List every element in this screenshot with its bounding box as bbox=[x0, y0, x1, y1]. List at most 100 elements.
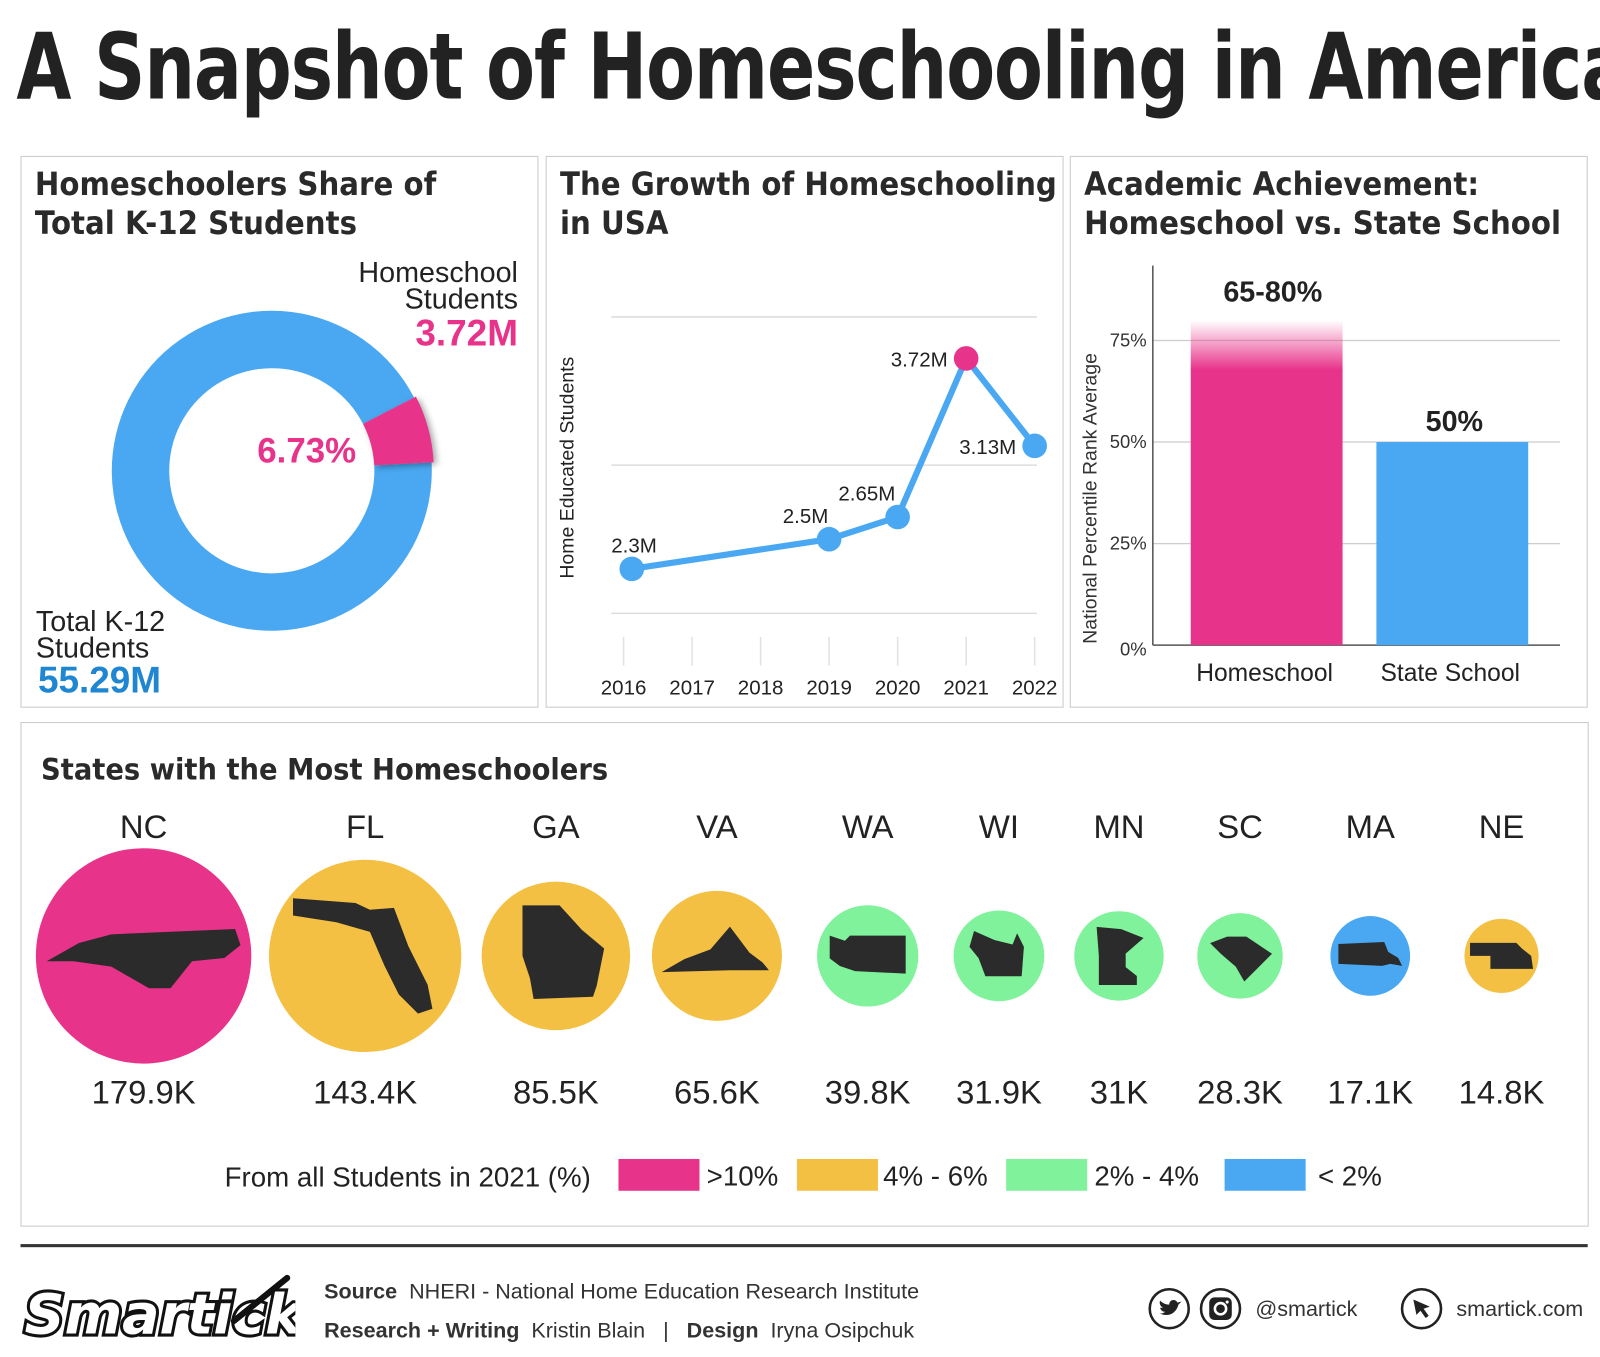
data-point bbox=[619, 556, 645, 582]
bar-homeschool bbox=[1190, 368, 1343, 646]
x-tick-label: 2018 bbox=[738, 676, 784, 699]
state-shape-fl bbox=[293, 898, 433, 1014]
title-line: Academic Achievement: bbox=[1084, 166, 1480, 204]
x-tick-label: 2022 bbox=[1012, 676, 1058, 699]
state-value: 179.9K bbox=[92, 1074, 196, 1111]
state-value: 14.8K bbox=[1459, 1074, 1545, 1111]
legend-title: From all Students in 2021 (%) bbox=[225, 1162, 591, 1193]
homeschool-label: Students bbox=[405, 284, 518, 316]
y-tick-label: 50% bbox=[1110, 431, 1147, 452]
state-value: 28.3K bbox=[1197, 1074, 1283, 1111]
data-label: 2.3M bbox=[611, 534, 657, 557]
research-author: Kristin Blain bbox=[531, 1318, 646, 1343]
source-line: Source NHERI - National Home Education R… bbox=[324, 1280, 919, 1305]
share-panel: Homeschoolers Share of Total K-12 Student… bbox=[20, 155, 539, 708]
twitter-icon[interactable] bbox=[1148, 1287, 1190, 1330]
homeschool-label: Homeschool bbox=[358, 257, 518, 289]
state-code: WI bbox=[979, 808, 1019, 845]
state-bubble-sc: SC 28.3K bbox=[1197, 808, 1283, 1111]
state-shape-nc bbox=[46, 928, 241, 989]
title-line: in USA bbox=[559, 205, 669, 243]
donut-slice-homeschool bbox=[362, 396, 434, 466]
x-tick-label: 2021 bbox=[943, 676, 989, 699]
state-bubble-ma: MA 17.1K bbox=[1327, 808, 1413, 1111]
bar-value-label: 65-80% bbox=[1223, 277, 1322, 309]
state-value: 143.4K bbox=[313, 1074, 417, 1111]
donut-slice-total bbox=[111, 310, 432, 631]
state-shape-wa bbox=[829, 935, 906, 974]
data-point bbox=[1022, 433, 1047, 459]
state-shape-ga bbox=[522, 905, 605, 999]
total-value: 55.29M bbox=[38, 659, 161, 700]
state-shape-va bbox=[661, 926, 769, 973]
homeschool-value: 3.72M bbox=[415, 313, 518, 354]
state-value: 39.8K bbox=[825, 1074, 911, 1111]
state-code: MN bbox=[1093, 808, 1144, 845]
legend-swatch-green bbox=[1006, 1158, 1088, 1191]
title-line: Total K-12 Students bbox=[34, 205, 358, 243]
y-axis-label: Home Educated Students bbox=[556, 356, 578, 578]
y-tick-label: 0% bbox=[1120, 638, 1147, 659]
title-line: The Growth of Homeschooling bbox=[559, 166, 1057, 204]
state-shape-ma bbox=[1338, 941, 1403, 966]
states-bubble-chart: NC 179.9K FL 143.4K GA 85.5K VA 65.6K WA 39.8K WI 3… bbox=[35, 808, 1545, 1193]
state-code: NC bbox=[120, 808, 167, 845]
state-bubble-wi: WI 31.9K bbox=[953, 808, 1045, 1111]
state-bubble-nc: NC 179.9K bbox=[35, 808, 252, 1111]
title-line: Homeschool vs. State School bbox=[1084, 205, 1561, 243]
bar-homeschool-range bbox=[1190, 320, 1343, 370]
achievement-panel-title: Academic Achievement: Homeschool vs. Stat… bbox=[1084, 165, 1561, 243]
states-panel: States with the Most Homeschoolers NC 179… bbox=[20, 722, 1589, 1227]
total-label: Students bbox=[36, 632, 149, 664]
data-point bbox=[885, 504, 910, 530]
footer-divider bbox=[20, 1244, 1588, 1248]
x-tick-label: 2017 bbox=[669, 676, 715, 699]
state-bubble-ga: GA 85.5K bbox=[481, 808, 631, 1111]
x-tick-label: 2019 bbox=[806, 676, 852, 699]
state-shape-wi bbox=[969, 930, 1024, 977]
bar-value-label: 50% bbox=[1426, 406, 1483, 438]
state-value: 31K bbox=[1090, 1074, 1148, 1111]
legend-label: < 2% bbox=[1318, 1161, 1382, 1192]
smartick-logo[interactable]: Smartick bbox=[18, 1270, 295, 1352]
states-panel-title: States with the Most Homeschoolers bbox=[41, 751, 609, 787]
state-code: WA bbox=[842, 808, 894, 845]
instagram-icon[interactable] bbox=[1199, 1287, 1242, 1330]
category-label: Homeschool bbox=[1196, 660, 1333, 687]
line-chart: 2016 2017 2018 2019 2020 2021 2022 Home Educate… bbox=[556, 316, 1058, 699]
data-label: 3.72M bbox=[891, 349, 948, 372]
separator: | bbox=[663, 1318, 669, 1343]
data-label: 2.65M bbox=[838, 483, 895, 506]
data-label: 2.5M bbox=[783, 505, 829, 528]
state-bubble-ne: NE 14.8K bbox=[1459, 808, 1545, 1111]
research-label: Research + Writing bbox=[324, 1318, 520, 1343]
state-code: GA bbox=[532, 808, 580, 845]
state-bubble-wa: WA 39.8K bbox=[817, 808, 919, 1111]
y-tick-label: 25% bbox=[1110, 533, 1147, 554]
state-value: 31.9K bbox=[956, 1074, 1042, 1111]
state-shape-mn bbox=[1096, 926, 1144, 985]
page-title: A Snapshot of Homeschooling in America bbox=[16, 14, 1600, 122]
state-bubble-mn: MN 31K bbox=[1074, 808, 1164, 1111]
design-author: Iryna Osipchuk bbox=[770, 1318, 915, 1343]
bar-chart: 0% 25% 50% 75% National Percentile Rank Aver… bbox=[1079, 265, 1560, 687]
legend-label: 4% - 6% bbox=[883, 1161, 988, 1192]
state-value: 85.5K bbox=[513, 1074, 599, 1111]
state-code: MA bbox=[1346, 808, 1395, 845]
state-shape-ne bbox=[1470, 942, 1534, 969]
state-code: NE bbox=[1479, 808, 1525, 845]
state-code: SC bbox=[1217, 808, 1263, 845]
achievement-panel: Academic Achievement: Homeschool vs. Stat… bbox=[1069, 155, 1588, 708]
design-label: Design bbox=[686, 1318, 759, 1343]
total-label: Total K-12 bbox=[36, 606, 165, 638]
data-point bbox=[816, 526, 842, 552]
state-code: VA bbox=[696, 808, 737, 845]
cursor-icon[interactable] bbox=[1398, 1286, 1445, 1333]
bar-state-school bbox=[1376, 442, 1529, 646]
social-handle[interactable]: @smartick bbox=[1255, 1297, 1358, 1322]
title-line: Homeschoolers Share of bbox=[34, 166, 437, 204]
website-link[interactable]: smartick.com bbox=[1456, 1297, 1584, 1322]
share-panel-title: Homeschoolers Share of Total K-12 Student… bbox=[35, 165, 436, 243]
